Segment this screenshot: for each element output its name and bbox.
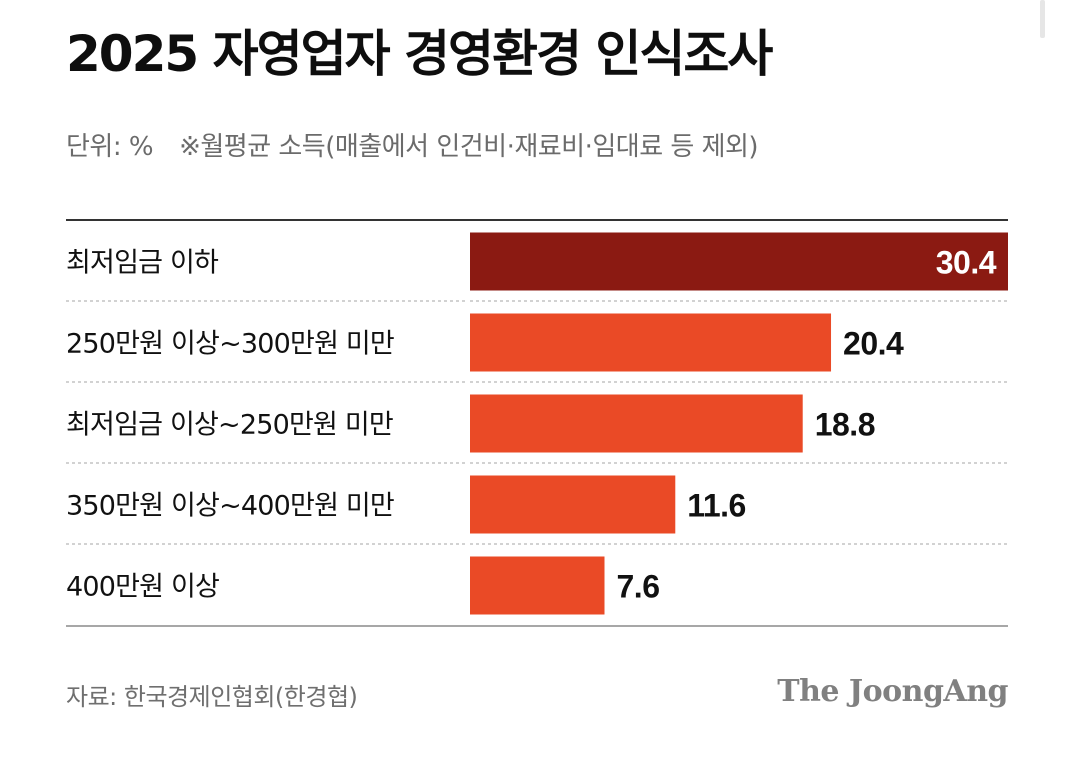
value-label: 20.4 <box>843 326 904 362</box>
value-label: 11.6 <box>687 488 746 524</box>
category-label: 최저임금 이상~250만원 미만 <box>66 410 393 441</box>
brand-logo: The JoongAng <box>777 674 1008 709</box>
bar <box>470 556 605 615</box>
category-label: 400만원 이상 <box>66 572 219 603</box>
source-credit: 자료: 한국경제인협회(한경협) <box>66 683 358 711</box>
category-label: 350만원 이상~400만원 미만 <box>66 491 394 522</box>
value-label: 30.4 <box>936 245 997 281</box>
bar <box>470 313 832 372</box>
bar-highlight <box>470 232 1008 291</box>
bar <box>470 394 803 453</box>
footnote-note: ※월평균 소득(매출에서 인건비·재료비·임대료 등 제외) <box>179 132 759 162</box>
bar <box>470 475 676 534</box>
chart-subtitle: 단위: % ※월평균 소득(매출에서 인건비·재료비·임대료 등 제외) <box>66 126 759 163</box>
scrollbar-thumb[interactable] <box>1040 0 1045 38</box>
value-label: 7.6 <box>617 569 660 605</box>
category-label: 250만원 이상~300만원 미만 <box>66 329 394 360</box>
value-label: 18.8 <box>815 407 875 443</box>
category-label: 최저임금 이하 <box>66 248 219 279</box>
chart-title: 2025 자영업자 경영환경 인식조사 <box>66 25 773 83</box>
unit-label: 단위: % <box>66 132 154 162</box>
